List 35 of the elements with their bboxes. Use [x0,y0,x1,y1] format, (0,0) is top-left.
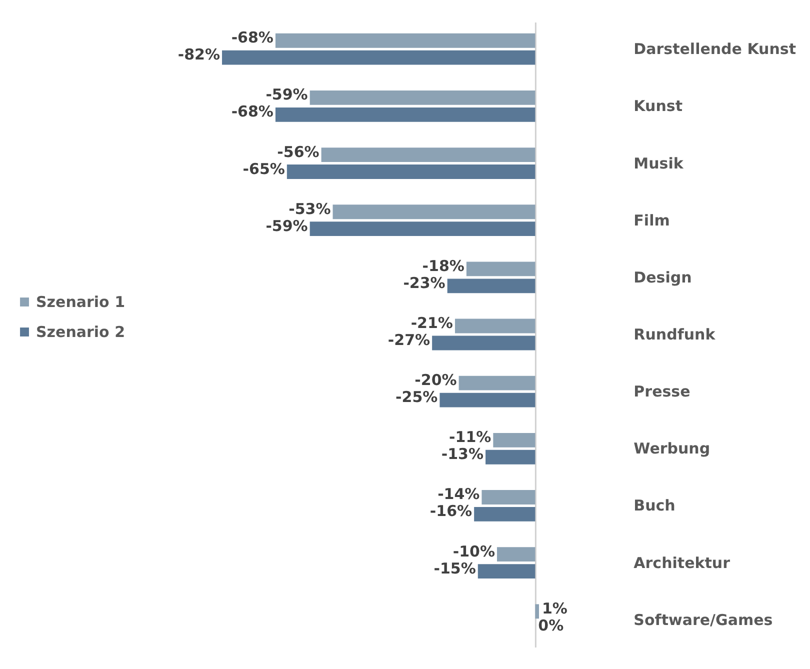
y-tick-label: Presse [634,382,690,401]
data-label: -53% [288,200,331,218]
y-tick-label: Design [634,268,692,286]
data-label: -18% [422,256,464,275]
data-label: -14% [438,485,480,504]
y-tick-label: Werbung [634,440,710,458]
data-label: 1% [542,599,568,618]
data-label: -21% [410,314,453,332]
y-tick-label: Kunst [634,97,683,116]
data-label: -82% [178,46,220,64]
y-tick-label: Architektur [634,554,731,572]
data-label: -10% [452,542,495,560]
data-label: -15% [434,559,476,578]
legend-label: Szenario 1 [36,293,126,311]
y-tick-label: Software/Games [634,610,773,629]
y-tick-label: Film [634,211,670,230]
y-tick-label: Darstellende Kunst [634,40,796,58]
y-tick-label: Musik [634,154,684,172]
y-tick-label: Rundfunk [634,326,716,344]
y-tick-label: Buch [634,496,676,515]
legend-label: Szenario 2 [36,323,126,341]
data-label: -13% [441,445,484,464]
data-label: -68% [231,102,274,121]
data-label: -59% [266,86,308,104]
data-label: -23% [403,274,446,292]
data-label: -59% [266,216,308,235]
data-label: -27% [388,330,430,349]
data-label: -25% [396,388,438,406]
data-label: 0% [538,616,564,634]
data-label: -65% [242,160,285,178]
data-label: -56% [277,142,320,161]
data-label: -68% [231,28,274,47]
data-label: -20% [414,371,457,390]
data-label: -11% [449,428,492,446]
data-label: -16% [430,502,472,520]
